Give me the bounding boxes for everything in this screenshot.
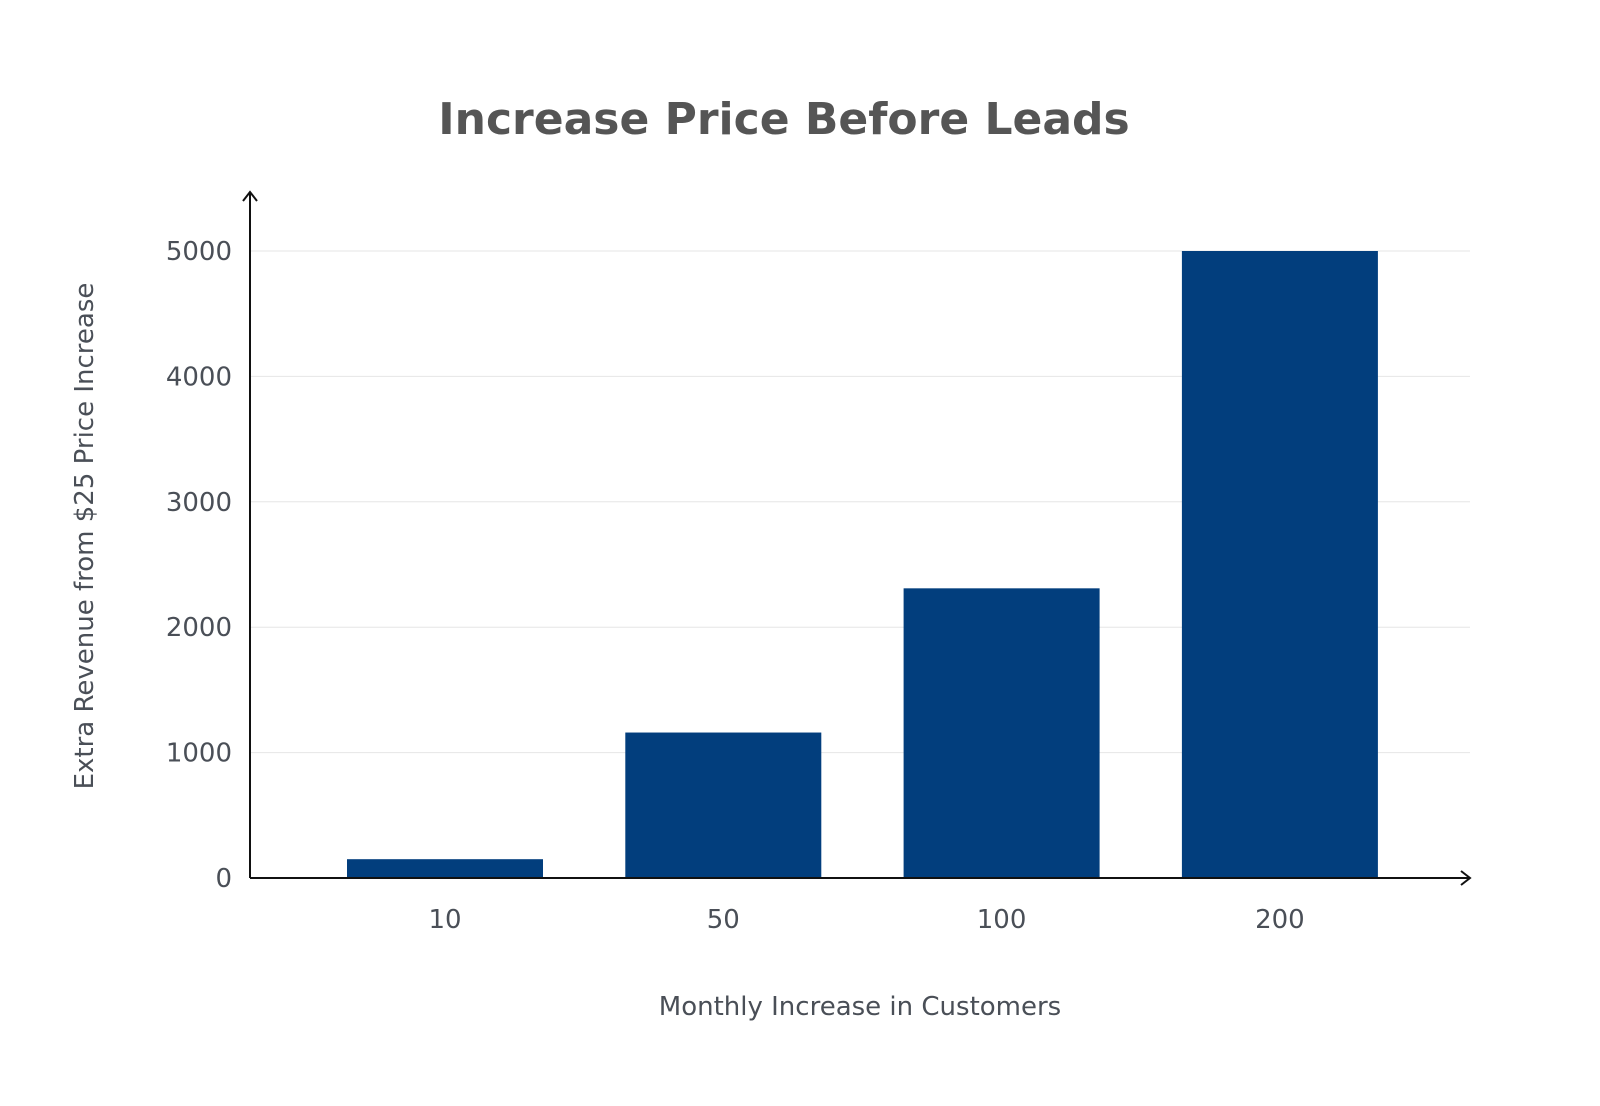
x-tick-label: 200: [1255, 905, 1305, 935]
x-tick-label: 100: [977, 905, 1027, 935]
bars: [347, 251, 1378, 878]
x-axis-label: Monthly Increase in Customers: [659, 992, 1061, 1022]
x-axis-arrow-icon: [1460, 870, 1472, 886]
bar-200: [1181, 251, 1378, 878]
y-axis-label: Extra Revenue from $25 Price Increase: [70, 283, 100, 790]
y-tick-label: 4000: [166, 362, 232, 392]
y-tick-label: 5000: [166, 237, 232, 267]
bar-50: [625, 732, 822, 878]
y-tick-label: 3000: [166, 488, 232, 518]
chart-title: Increase Price Before Leads: [438, 94, 1130, 145]
x-tick-label: 10: [428, 905, 461, 935]
y-tick-label: 1000: [166, 739, 232, 769]
x-tick-label: 50: [707, 905, 740, 935]
x-tick-labels: 10 50 100 200: [428, 905, 1304, 935]
axes: [242, 190, 1472, 886]
y-axis-arrow-icon: [242, 190, 258, 202]
y-tick-labels: 0 1000 2000 3000 4000 5000: [166, 237, 232, 894]
y-tick-label: 2000: [166, 613, 232, 643]
bar-10: [347, 859, 543, 878]
y-tick-label: 0: [215, 864, 232, 894]
bar-100: [903, 588, 1100, 878]
